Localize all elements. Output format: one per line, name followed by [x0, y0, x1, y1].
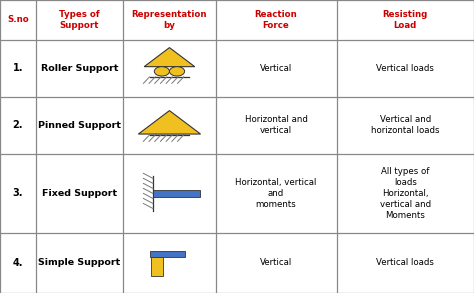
Bar: [150, 251, 185, 257]
Text: Representation
by: Representation by: [132, 10, 207, 30]
Text: Horizontal, vertical
and
moments: Horizontal, vertical and moments: [236, 178, 317, 209]
Text: S.no: S.no: [7, 15, 28, 24]
Text: Simple Support: Simple Support: [38, 258, 120, 268]
Polygon shape: [138, 111, 201, 134]
Circle shape: [170, 67, 185, 76]
Text: 4.: 4.: [12, 258, 23, 268]
Text: Reaction
Force: Reaction Force: [255, 10, 298, 30]
Text: Pinned Support: Pinned Support: [38, 121, 121, 130]
Text: 2.: 2.: [12, 120, 23, 130]
Text: Vertical: Vertical: [260, 258, 292, 268]
Text: All types of
loads
Horizontal,
vertical and
Moments: All types of loads Horizontal, vertical …: [380, 167, 431, 220]
Text: Resisting
Load: Resisting Load: [383, 10, 428, 30]
Text: Vertical loads: Vertical loads: [376, 258, 434, 268]
Text: Vertical loads: Vertical loads: [376, 64, 434, 73]
Polygon shape: [144, 48, 195, 67]
Text: 3.: 3.: [12, 188, 23, 198]
Circle shape: [155, 67, 170, 76]
Bar: [153, 190, 200, 197]
Text: Fixed Support: Fixed Support: [42, 189, 117, 198]
Text: 1.: 1.: [12, 63, 23, 73]
Text: Horizontal and
vertical: Horizontal and vertical: [245, 115, 308, 135]
Text: Types of
Support: Types of Support: [59, 10, 100, 30]
Text: Vertical and
horizontal loads: Vertical and horizontal loads: [371, 115, 439, 135]
Text: Vertical: Vertical: [260, 64, 292, 73]
Text: Roller Support: Roller Support: [41, 64, 118, 73]
Bar: [151, 257, 163, 276]
